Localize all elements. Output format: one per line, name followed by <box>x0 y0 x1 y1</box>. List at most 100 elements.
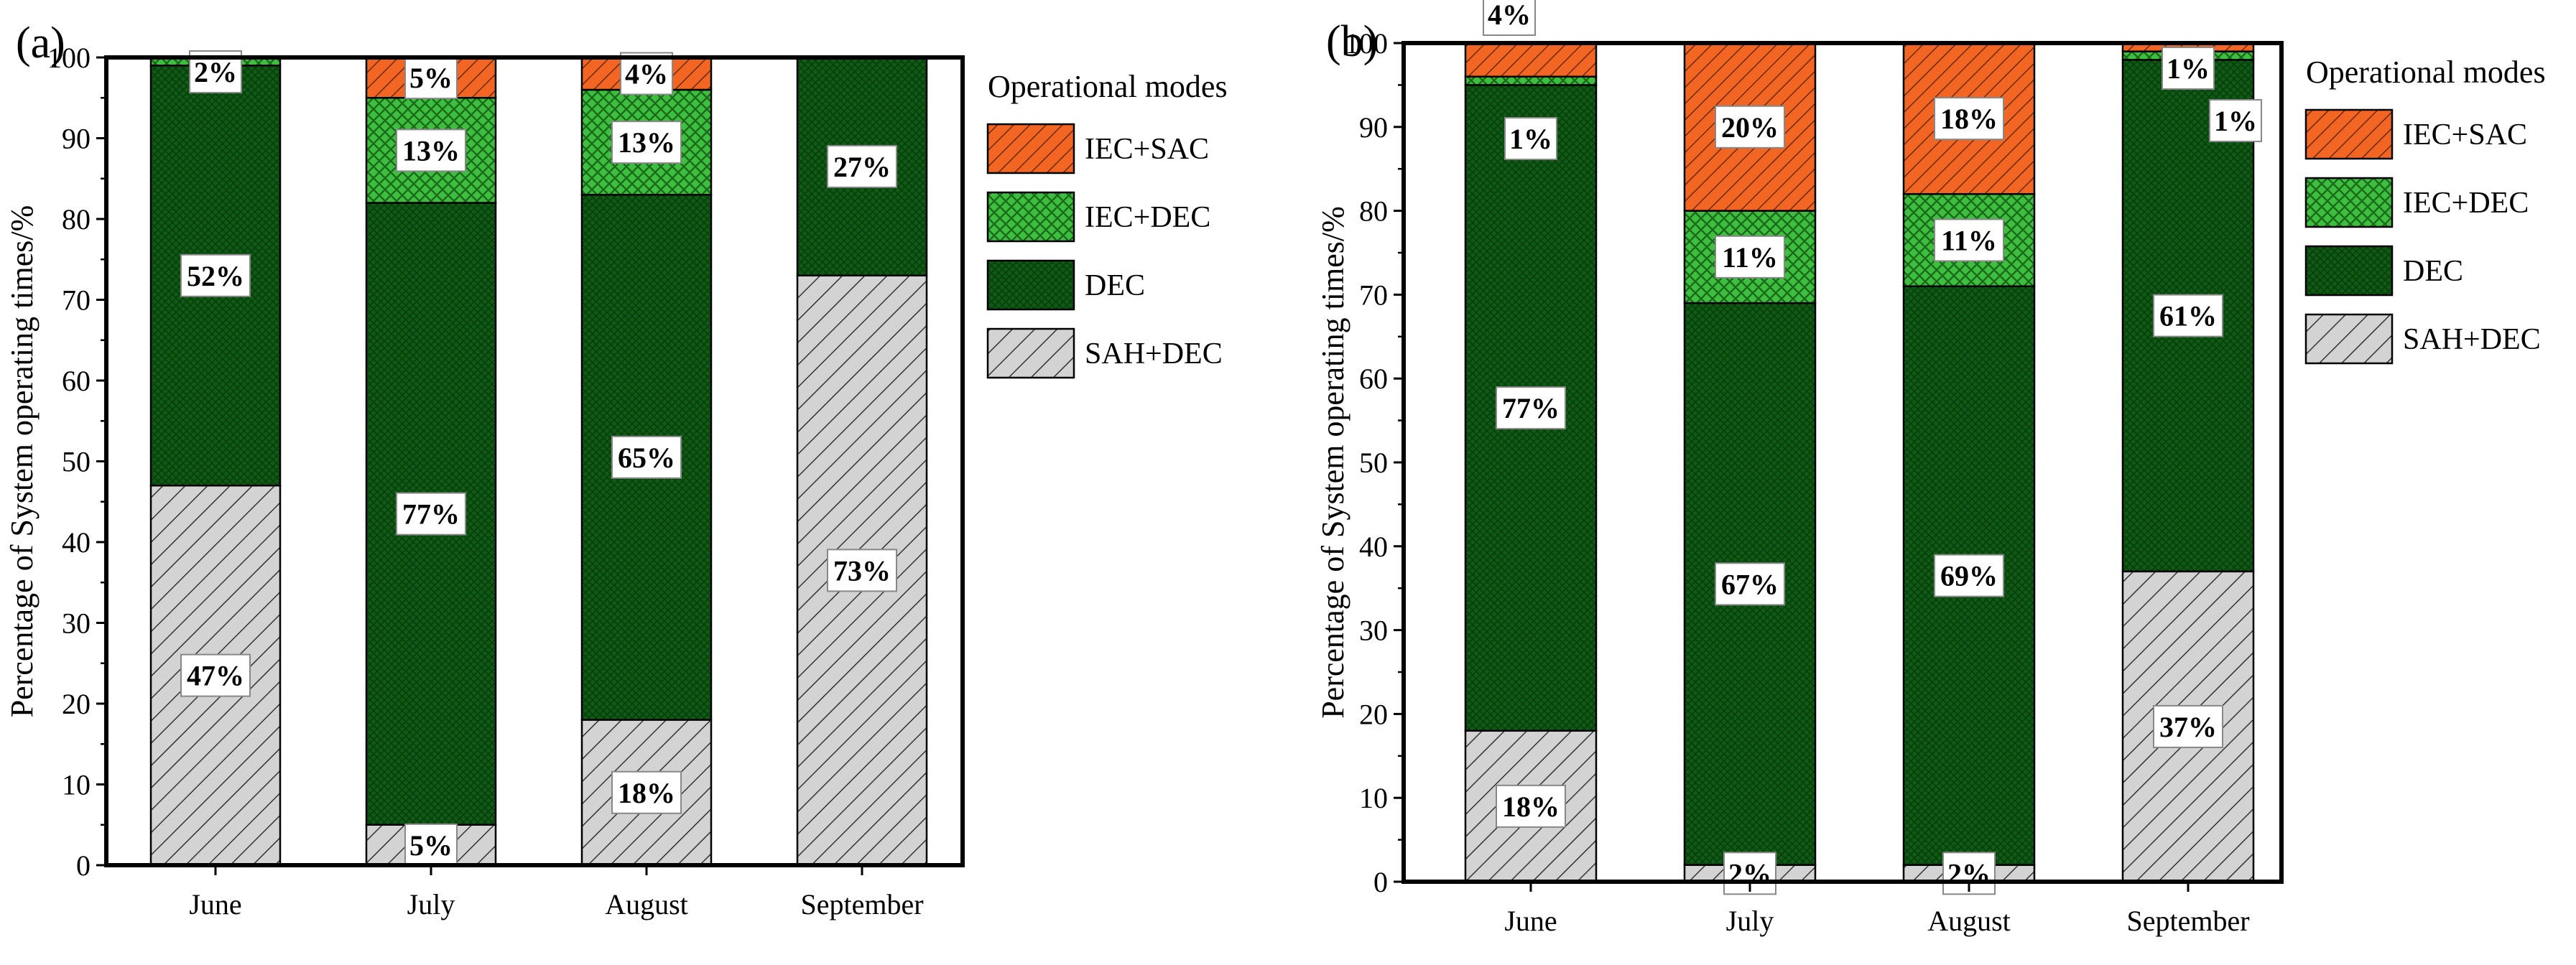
data-label: 18% <box>1940 103 1998 135</box>
y-tick-label: 0 <box>1373 866 1388 898</box>
y-axis-title: Percentage of System operating times/% <box>4 205 40 718</box>
x-category-label: July <box>1726 905 1774 937</box>
legend-swatch-iec-sac <box>2304 108 2394 160</box>
chart-panel-b: (b)18%77%1%4%2%67%11%20%2%69%11%18%37%61… <box>1315 0 2546 937</box>
legend-swatch-sah-dec <box>986 327 1075 379</box>
data-label: 73% <box>833 554 891 587</box>
x-category-label: July <box>407 888 455 920</box>
y-tick-label: 10 <box>1359 782 1388 814</box>
y-tick-label: 60 <box>1359 363 1388 395</box>
y-tick-label: 40 <box>62 526 91 559</box>
data-label: 5% <box>409 829 453 862</box>
data-label-box <box>2153 294 2223 337</box>
data-label-box <box>404 56 458 100</box>
y-tick-label: 80 <box>1359 195 1388 228</box>
data-label-box <box>1496 386 1566 430</box>
x-category-label: September <box>800 888 923 920</box>
data-label: 52% <box>187 260 244 292</box>
y-tick-label: 40 <box>1359 531 1388 563</box>
data-label: 69% <box>1940 560 1998 592</box>
y-axis-title: Percentage of System operating times/% <box>1315 206 1350 719</box>
y-tick-label: 90 <box>1359 111 1388 144</box>
x-category-label: June <box>189 888 241 920</box>
panel-label: (b) <box>1326 17 1378 66</box>
data-label-box <box>404 823 458 867</box>
data-label-box <box>611 435 682 479</box>
legend-label-iec-dec: IEC+DEC <box>1085 201 1210 234</box>
data-label-box <box>396 492 466 536</box>
data-label: 20% <box>1721 111 1779 144</box>
y-tick-label: 20 <box>62 688 91 720</box>
legend-label-sah-dec: SAH+DEC <box>2403 323 2541 356</box>
data-label: 5% <box>409 62 453 94</box>
data-label: 27% <box>833 151 891 183</box>
y-tick-label: 100 <box>1345 27 1388 60</box>
legend-label-dec: DEC <box>1085 269 1145 302</box>
data-label: 47% <box>187 660 244 692</box>
data-label-box <box>1934 218 2004 262</box>
data-label: 65% <box>618 442 675 474</box>
legend: Operational modes IEC+SAC IEC+DEC DEC SAH+DE… <box>2304 55 2546 365</box>
bar-iec-sac-june <box>1464 42 1598 78</box>
data-label-box <box>180 653 251 697</box>
legend-swatch-sah-dec <box>2304 313 2394 365</box>
legend-swatch-iec-sac <box>986 123 1075 174</box>
legend-swatch-dec <box>2304 245 2394 297</box>
data-label: 1% <box>2214 105 2257 137</box>
data-label-box <box>1483 0 1536 36</box>
panels-layer: (a) 47% 52% 2% 5% 77% 13% 5% 18% 65% 13% 4% 73% 27% 0 1… <box>4 0 2546 937</box>
legend-label-sah-dec: SAH+DEC <box>1085 337 1223 370</box>
data-label-box <box>2209 99 2262 142</box>
x-category-label: June <box>1504 905 1557 937</box>
x-category-label: August <box>1927 905 2011 937</box>
y-tick-label: 70 <box>62 284 91 317</box>
bar-iec-dec-june <box>1464 75 1598 86</box>
data-label: 13% <box>402 134 460 167</box>
data-label-box <box>1934 97 2004 141</box>
data-label-box <box>1934 554 2004 597</box>
y-tick-label: 30 <box>62 607 91 640</box>
x-category-label: August <box>605 888 688 920</box>
legend-label-iec-sac: IEC+SAC <box>1085 133 1209 166</box>
data-label: 18% <box>618 777 675 809</box>
y-tick-label: 20 <box>1359 698 1388 730</box>
data-label: 1% <box>1509 123 1552 155</box>
data-label-box <box>1715 235 1785 279</box>
data-label-box <box>396 129 466 172</box>
legend-label-iec-dec: IEC+DEC <box>2403 187 2529 220</box>
data-label: 11% <box>1941 224 1997 256</box>
legend-swatch-iec-dec <box>986 191 1075 243</box>
data-label: 2% <box>194 56 237 88</box>
data-label: 1% <box>2167 52 2210 85</box>
data-label-box <box>2162 47 2215 90</box>
legend-title: Operational modes <box>2306 55 2546 90</box>
panel-label: (a) <box>16 19 65 67</box>
legend-swatch-dec <box>986 259 1075 311</box>
data-label: 4% <box>625 58 668 90</box>
y-tick-label: 100 <box>47 42 91 74</box>
y-tick-label: 90 <box>62 123 91 155</box>
data-label: 11% <box>1722 241 1778 274</box>
y-tick-label: 80 <box>62 203 91 236</box>
y-tick-label: 50 <box>62 446 91 478</box>
x-category-label: September <box>2126 905 2249 937</box>
data-label-box <box>1715 105 1785 149</box>
data-label-box <box>827 549 897 592</box>
y-tick-label: 50 <box>1359 447 1388 479</box>
legend-title: Operational modes <box>988 69 1228 104</box>
y-tick-label: 0 <box>76 849 91 882</box>
data-label: 37% <box>2159 711 2217 743</box>
data-label-box <box>180 253 251 297</box>
data-label: 4% <box>1488 0 1531 31</box>
data-label-box <box>2153 704 2223 748</box>
data-label-box <box>620 52 673 95</box>
legend-swatch-iec-dec <box>2304 177 2394 228</box>
data-label-box <box>1504 117 1557 160</box>
data-label: 13% <box>618 126 675 159</box>
y-tick-label: 70 <box>1359 279 1388 311</box>
y-tick-label: 60 <box>62 365 91 397</box>
chart-panel-a: (a) 47% 52% 2% 5% 77% 13% 5% 18% 65% 13% 4% 73% 27% 0 1… <box>4 19 1228 920</box>
data-label: 77% <box>1502 392 1560 424</box>
legend: Operational modes IEC+SAC IEC+DEC DEC SAH+DE… <box>986 69 1228 379</box>
